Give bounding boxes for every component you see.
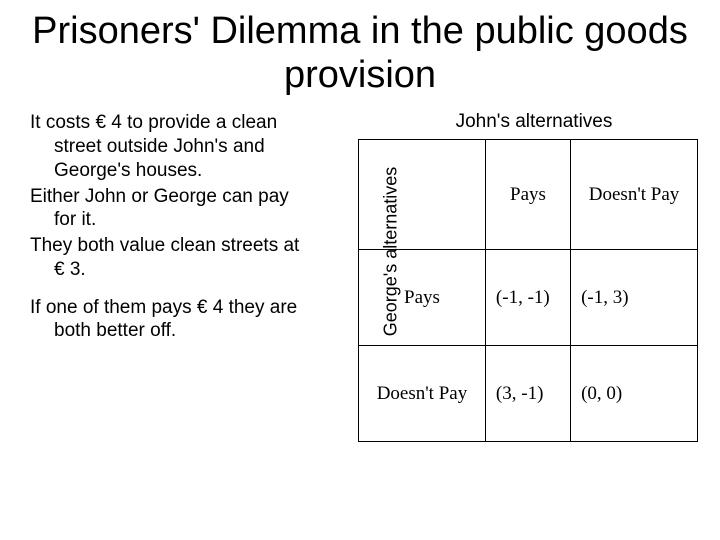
georges-alternatives-label: George's alternatives bbox=[380, 167, 401, 337]
table-rowhead-doesnt-pay: Doesn't Pay bbox=[359, 346, 486, 442]
right-table-column: John's alternatives George's alternative… bbox=[310, 111, 700, 442]
table-cell-pays-doesnt: (-1, 3) bbox=[571, 250, 698, 346]
payoff-table: Pays Doesn't Pay Pays (-1, -1) (-1, 3) D… bbox=[358, 139, 698, 442]
table-row: Pays Doesn't Pay bbox=[359, 140, 698, 250]
table-row: Pays (-1, -1) (-1, 3) bbox=[359, 250, 698, 346]
table-cell-doesnt-pays: (3, -1) bbox=[485, 346, 570, 442]
table-rowhead-pays: Pays bbox=[359, 250, 486, 346]
spacer bbox=[30, 284, 300, 296]
paragraph-1: It costs € 4 to provide a clean street o… bbox=[30, 111, 300, 182]
table-colhead-pays: Pays bbox=[485, 140, 570, 250]
content-area: It costs € 4 to provide a clean street o… bbox=[0, 103, 720, 442]
left-text-column: It costs € 4 to provide a clean street o… bbox=[30, 111, 310, 442]
paragraph-4: If one of them pays € 4 they are both be… bbox=[30, 296, 300, 344]
table-row: Doesn't Pay (3, -1) (0, 0) bbox=[359, 346, 698, 442]
paragraph-3: They both value clean streets at € 3. bbox=[30, 234, 300, 282]
paragraph-2: Either John or George can pay for it. bbox=[30, 185, 300, 233]
slide-title: Prisoners' Dilemma in the public goods p… bbox=[0, 0, 720, 103]
table-cell-pays-pays: (-1, -1) bbox=[485, 250, 570, 346]
johns-alternatives-label: John's alternatives bbox=[338, 111, 700, 133]
table-colhead-doesnt-pay: Doesn't Pay bbox=[571, 140, 698, 250]
table-cell-blank bbox=[359, 140, 486, 250]
table-cell-doesnt-doesnt: (0, 0) bbox=[571, 346, 698, 442]
